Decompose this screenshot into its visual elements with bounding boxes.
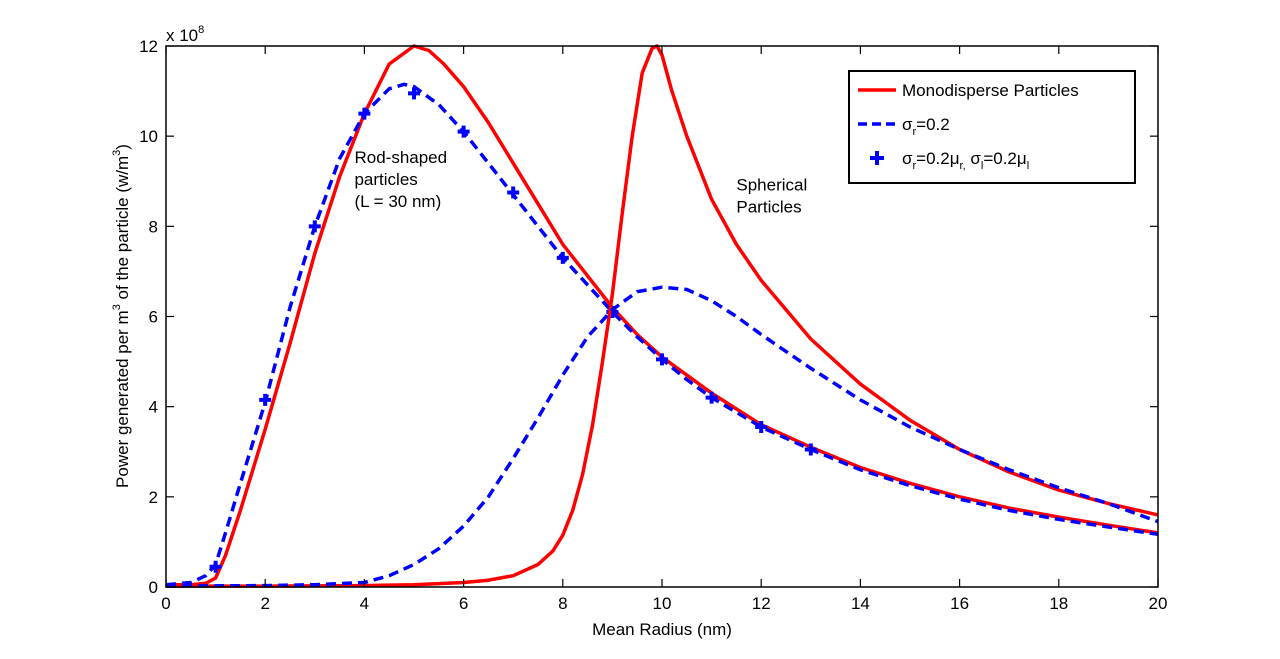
legend-label-sigma: σr=0.2 bbox=[902, 115, 950, 138]
y-tick-label: 12 bbox=[139, 37, 158, 56]
y-axis-label: Power generated per m3 of the particle (… bbox=[111, 144, 132, 488]
y-tick-label: 6 bbox=[149, 308, 158, 327]
series-rod-shaped-monodisperse bbox=[166, 44, 1159, 587]
y-tick-label: 10 bbox=[139, 127, 158, 146]
data-point-cross bbox=[705, 391, 718, 404]
x-tick-label: 4 bbox=[360, 594, 369, 613]
legend-label-cross: σr=0.2μr, σl=0.2μl bbox=[902, 149, 1029, 172]
data-point-cross bbox=[656, 353, 668, 366]
annotations: Rod-shaped particles (L = 30 nm) Spherical P… bbox=[354, 148, 807, 216]
plot-frame bbox=[165, 45, 1159, 588]
x-tick-label: 6 bbox=[459, 594, 468, 613]
ticks-layer: 0 2 4 6 8 10 12 14 16 18 20 0 2 4 6 8 10 12 bbox=[139, 37, 1167, 613]
y-scale-label: x 108 bbox=[166, 24, 204, 45]
data-point-cross bbox=[209, 560, 222, 573]
data-point-cross bbox=[804, 443, 817, 456]
x-tick-label: 0 bbox=[161, 594, 170, 613]
data-point-cross bbox=[457, 125, 470, 138]
y-tick-label: 0 bbox=[149, 578, 158, 597]
data-point-cross bbox=[259, 393, 272, 406]
x-tick-label: 2 bbox=[260, 594, 269, 613]
x-tick-label: 10 bbox=[653, 594, 672, 613]
series-spherical-monodisperse bbox=[166, 44, 1159, 588]
x-tick-label: 18 bbox=[1049, 594, 1068, 613]
y-tick-label: 2 bbox=[149, 488, 158, 507]
series-spherical-r-0-2 bbox=[165, 285, 1159, 588]
legend-label-mono: Monodisperse Particles bbox=[902, 81, 1079, 100]
annotation: Spherical Particles bbox=[736, 175, 807, 216]
data-point-cross bbox=[358, 107, 371, 120]
x-axis-label: Mean Radius (nm) bbox=[592, 620, 732, 639]
data-point-cross bbox=[556, 251, 569, 264]
data-point-cross bbox=[308, 220, 321, 233]
legend: Monodisperse Particles σr=0.2 σr=0.2μr, … bbox=[848, 70, 1136, 184]
legend-box bbox=[848, 70, 1136, 184]
annotation: Rod-shaped particles (L = 30 nm) bbox=[354, 148, 447, 211]
x-tick-label: 14 bbox=[851, 594, 870, 613]
x-tick-label: 20 bbox=[1149, 594, 1168, 613]
x-tick-label: 8 bbox=[558, 594, 567, 613]
x-tick-label: 16 bbox=[950, 594, 969, 613]
series-layer bbox=[165, 44, 1159, 588]
x-tick-label: 12 bbox=[752, 594, 771, 613]
y-tick-label: 4 bbox=[149, 398, 158, 417]
y-tick-label: 8 bbox=[149, 217, 158, 236]
series-rod-shaped-r-0-2-r-l-0-2-l bbox=[209, 87, 817, 573]
data-point-cross bbox=[507, 186, 520, 199]
data-point-cross bbox=[755, 420, 768, 433]
legend-swatch-cross bbox=[870, 151, 884, 165]
data-point-cross bbox=[408, 87, 420, 100]
